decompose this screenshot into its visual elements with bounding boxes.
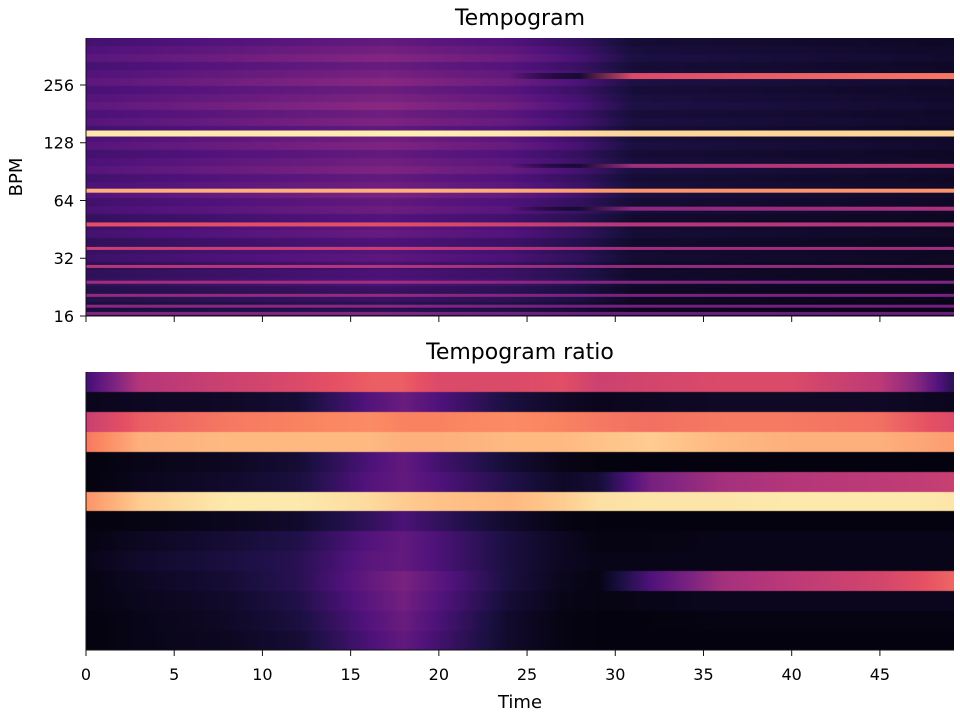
tempo-band [86,293,954,297]
tempo-band [86,311,954,315]
x-axis-label: Time [497,692,542,713]
tempogram-ratio-x-ticks: 0 5 10 15 20 25 30 35 40 45 [81,650,890,684]
x-tick-label: 40 [782,665,802,684]
tempo-band [86,206,954,211]
tempogram-panel: Tempogram 16 32 64 128 256 BPM [6,6,954,326]
tempogram-title: Tempogram [454,6,585,31]
tempo-band [86,188,954,193]
x-tick-label: 35 [693,665,713,684]
tempo-band [86,130,954,137]
tempogram-ratio-title: Tempogram ratio [425,340,614,365]
x-tick-label: 15 [340,665,360,684]
tempo-band [86,163,954,168]
tempogram-x-ticks [85,316,881,322]
tempo-band [86,304,954,308]
y-tick-label: 256 [43,76,74,95]
tempogram-heatmap [86,38,954,316]
tempogram-ratio-heatmap [86,372,954,650]
y-tick-label: 32 [54,249,74,268]
tempogram-bands [86,73,954,315]
y-tick-label: 16 [54,307,74,326]
tempo-band [86,73,954,80]
tempogram-ratio-panel: Tempogram ratio 0 5 10 15 20 25 30 35 40 45 Time [81,340,954,713]
x-tick-label: 10 [252,665,272,684]
tempogram-y-label: BPM [6,158,27,197]
x-tick-label: 5 [169,665,179,684]
x-tick-label: 0 [81,665,91,684]
tempogram-y-ticks: 16 32 64 128 256 [43,76,86,326]
y-tick-label: 128 [43,134,74,153]
x-tick-label: 20 [429,665,449,684]
x-tick-label: 30 [605,665,625,684]
tempo-band [86,280,954,284]
x-tick-label: 25 [517,665,537,684]
tempo-band [86,222,954,227]
y-tick-label: 64 [54,191,74,210]
tempo-band [86,264,954,268]
tempo-band [86,246,954,250]
x-tick-label: 45 [870,665,890,684]
